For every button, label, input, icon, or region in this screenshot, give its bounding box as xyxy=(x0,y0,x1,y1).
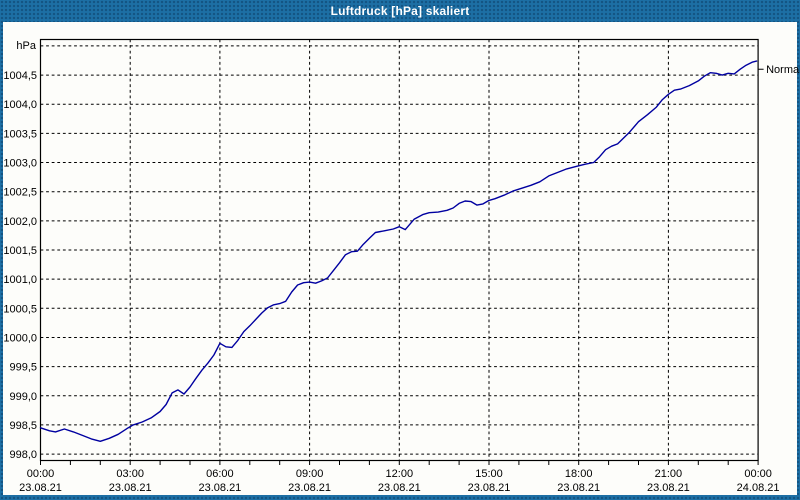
y-axis-label: 1001,5 xyxy=(3,245,37,257)
y-axis-label: 1000,5 xyxy=(3,303,37,315)
y-axis-label: 999,5 xyxy=(9,362,37,374)
y-axis-label: 1002,0 xyxy=(3,216,37,228)
x-axis-date-label: 23.08.21 xyxy=(378,482,421,494)
chart-area: 998,0 998,5 999,0 999,5 1000,0 1000,5 1001,0 10… xyxy=(3,22,800,495)
x-axis-date-label: 23.08.21 xyxy=(647,482,690,494)
y-axis-label: 999,0 xyxy=(9,391,37,403)
x-axis-date-label: 23.08.21 xyxy=(198,482,241,494)
x-axis-time-label: 12:00 xyxy=(386,468,414,480)
x-axis-time-label: 15:00 xyxy=(475,468,503,480)
x-axis-date-label: 23.08.21 xyxy=(109,482,152,494)
x-axis-time-label: 06:00 xyxy=(206,468,234,480)
x-axis-time-label: 21:00 xyxy=(655,468,683,480)
x-axis-time-label: 09:00 xyxy=(296,468,324,480)
x-axis-time-label: 00:00 xyxy=(27,468,55,480)
y-axis-label: 1004,5 xyxy=(3,70,37,82)
normal-marker-label: Normal xyxy=(766,64,800,76)
y-axis-label: 1004,0 xyxy=(3,99,37,111)
x-axis-time-label: 18:00 xyxy=(565,468,593,480)
x-axis-date-label: 24.08.21 xyxy=(737,482,780,494)
x-axis-date-label: 23.08.21 xyxy=(557,482,600,494)
x-axis-date-label: 23.08.21 xyxy=(19,482,62,494)
x-axis-date-label: 23.08.21 xyxy=(468,482,511,494)
y-axis-label: 1002,5 xyxy=(3,187,37,199)
window-title: Luftdruck [hPa] skaliert xyxy=(330,4,470,18)
y-axis-label: 1000,0 xyxy=(3,332,37,344)
y-axis-unit-label: hPa xyxy=(16,40,36,52)
y-axis-label: 1003,0 xyxy=(3,158,37,170)
x-axis-time-label: 03:00 xyxy=(116,468,144,480)
window-title-bar[interactable]: Luftdruck [hPa] skaliert xyxy=(0,0,800,22)
y-axis-label: 1003,5 xyxy=(3,128,37,140)
x-axis-date-label: 23.08.21 xyxy=(288,482,331,494)
y-axis-label: 998,0 xyxy=(9,449,37,461)
x-axis-time-label: 00:00 xyxy=(744,468,772,480)
y-axis-label: 1001,0 xyxy=(3,274,37,286)
y-axis-label: 998,5 xyxy=(9,420,37,432)
pressure-line xyxy=(39,60,758,442)
